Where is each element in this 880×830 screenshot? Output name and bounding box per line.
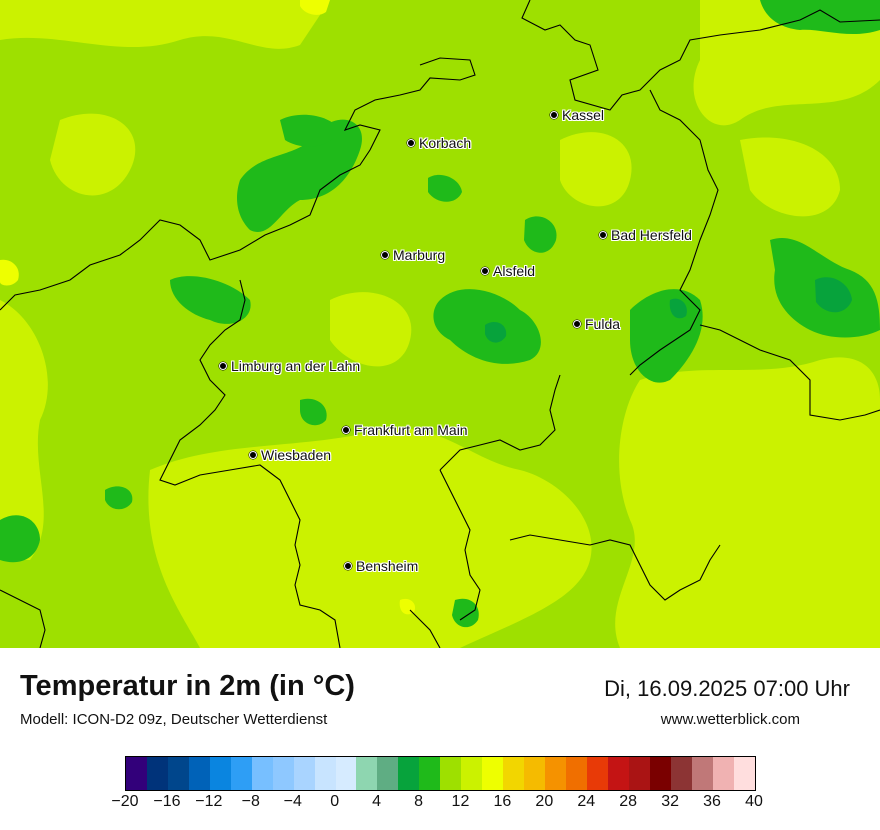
city-dot-icon xyxy=(481,267,489,275)
color-swatch xyxy=(691,757,713,790)
color-swatch xyxy=(545,757,567,790)
city-marker-kassel[interactable]: Kassel xyxy=(550,106,604,124)
color-swatch xyxy=(167,757,189,790)
city-marker-wiesbaden[interactable]: Wiesbaden xyxy=(249,446,331,464)
city-label: Marburg xyxy=(393,247,446,263)
city-dot-icon xyxy=(219,362,227,370)
color-scale-tick-label: −20 xyxy=(111,793,139,810)
color-swatch xyxy=(440,757,462,790)
map-footer: Temperatur in 2m (in °C) Modell: ICON-D2… xyxy=(0,648,880,830)
color-scale-tick-label: 20 xyxy=(535,793,554,810)
color-swatch xyxy=(272,757,294,790)
color-scale-tick-label: 32 xyxy=(661,793,680,810)
city-label: Bad Hersfeld xyxy=(611,227,692,243)
city-dot-icon xyxy=(381,251,389,259)
city-label: Wiesbaden xyxy=(261,447,332,463)
color-swatch xyxy=(377,757,399,790)
city-dot-icon xyxy=(407,139,415,147)
color-swatch xyxy=(628,757,650,790)
city-label: Korbach xyxy=(419,135,472,151)
city-dot-icon xyxy=(573,320,581,328)
color-swatch xyxy=(586,757,608,790)
city-label: Limburg an der Lahn xyxy=(231,358,361,374)
city-dot-icon xyxy=(550,111,558,119)
temperature-field xyxy=(0,0,880,648)
city-label: Alsfeld xyxy=(493,263,536,279)
color-scale-tick-label: 36 xyxy=(703,793,721,810)
color-scale-tick-label: 8 xyxy=(414,793,423,810)
color-scale-bar xyxy=(125,756,756,791)
color-swatch xyxy=(712,757,734,790)
city-dot-icon xyxy=(599,231,607,239)
city-marker-korbach[interactable]: Korbach xyxy=(407,134,471,152)
city-dot-icon xyxy=(249,451,257,459)
color-scale-tick-label: 0 xyxy=(330,793,340,810)
color-swatch xyxy=(398,757,420,790)
city-marker-bad-hersfeld[interactable]: Bad Hersfeld xyxy=(599,226,692,244)
website-link[interactable]: www.wetterblick.com xyxy=(660,711,800,728)
city-marker-marburg[interactable]: Marburg xyxy=(381,246,445,264)
city-dot-icon xyxy=(344,562,352,570)
color-swatch xyxy=(461,757,483,790)
city-label: Fulda xyxy=(585,316,621,332)
color-scale-tick-label: 40 xyxy=(745,793,763,810)
color-scale-legend: −20 −16 −12 −8 −4 0 4 8 12 16 20 24 28 32 36 40 xyxy=(0,756,880,830)
color-swatch xyxy=(146,757,168,790)
color-swatch xyxy=(314,757,336,790)
color-swatch xyxy=(356,757,378,790)
color-swatch xyxy=(649,757,671,790)
color-swatch xyxy=(607,757,629,790)
color-scale-tick-label: −12 xyxy=(195,793,223,810)
color-scale-tick-label: 28 xyxy=(619,793,638,810)
forecast-datetime: Di, 16.09.2025 07:00 Uhr xyxy=(604,676,850,701)
city-dot-icon xyxy=(342,426,350,434)
color-swatch xyxy=(419,757,441,790)
color-scale-tick-label: −4 xyxy=(283,793,302,810)
city-marker-alsfeld[interactable]: Alsfeld xyxy=(481,262,535,280)
color-scale-tick-label: 4 xyxy=(372,793,382,810)
color-swatch xyxy=(293,757,315,790)
map-title: Temperatur in 2m (in °C) xyxy=(20,670,355,702)
color-swatch xyxy=(733,757,755,790)
color-scale-tick-label: 12 xyxy=(451,793,470,810)
color-scale-tick-label: 24 xyxy=(577,793,596,810)
color-swatch xyxy=(188,757,210,790)
color-swatch xyxy=(503,757,525,790)
temperature-map[interactable]: Kassel Korbach Bad Hersfeld Marburg Alsf… xyxy=(0,0,880,648)
model-source: Modell: ICON-D2 09z, Deutscher Wetterdie… xyxy=(20,711,328,728)
color-scale-tick-label: −8 xyxy=(241,793,260,810)
city-marker-fulda[interactable]: Fulda xyxy=(573,315,620,333)
city-label: Kassel xyxy=(562,107,605,123)
city-label: Frankfurt am Main xyxy=(354,422,468,438)
color-swatch xyxy=(251,757,273,790)
color-swatch xyxy=(209,757,231,790)
color-swatch xyxy=(335,757,357,790)
city-marker-limburg[interactable]: Limburg an der Lahn xyxy=(219,357,360,375)
color-swatch xyxy=(126,757,147,790)
color-swatch xyxy=(482,757,504,790)
color-swatch xyxy=(230,757,252,790)
city-marker-bensheim[interactable]: Bensheim xyxy=(344,557,418,575)
color-scale-tick-label: −16 xyxy=(153,793,181,810)
color-swatch xyxy=(524,757,546,790)
color-swatch xyxy=(670,757,692,790)
city-marker-frankfurt[interactable]: Frankfurt am Main xyxy=(342,421,468,439)
color-swatch xyxy=(566,757,587,790)
city-label: Bensheim xyxy=(356,558,419,574)
color-scale-tick-label: 16 xyxy=(493,793,512,810)
